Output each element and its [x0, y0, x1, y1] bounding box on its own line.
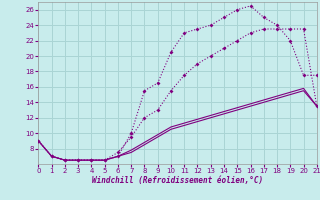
X-axis label: Windchill (Refroidissement éolien,°C): Windchill (Refroidissement éolien,°C) — [92, 176, 263, 185]
